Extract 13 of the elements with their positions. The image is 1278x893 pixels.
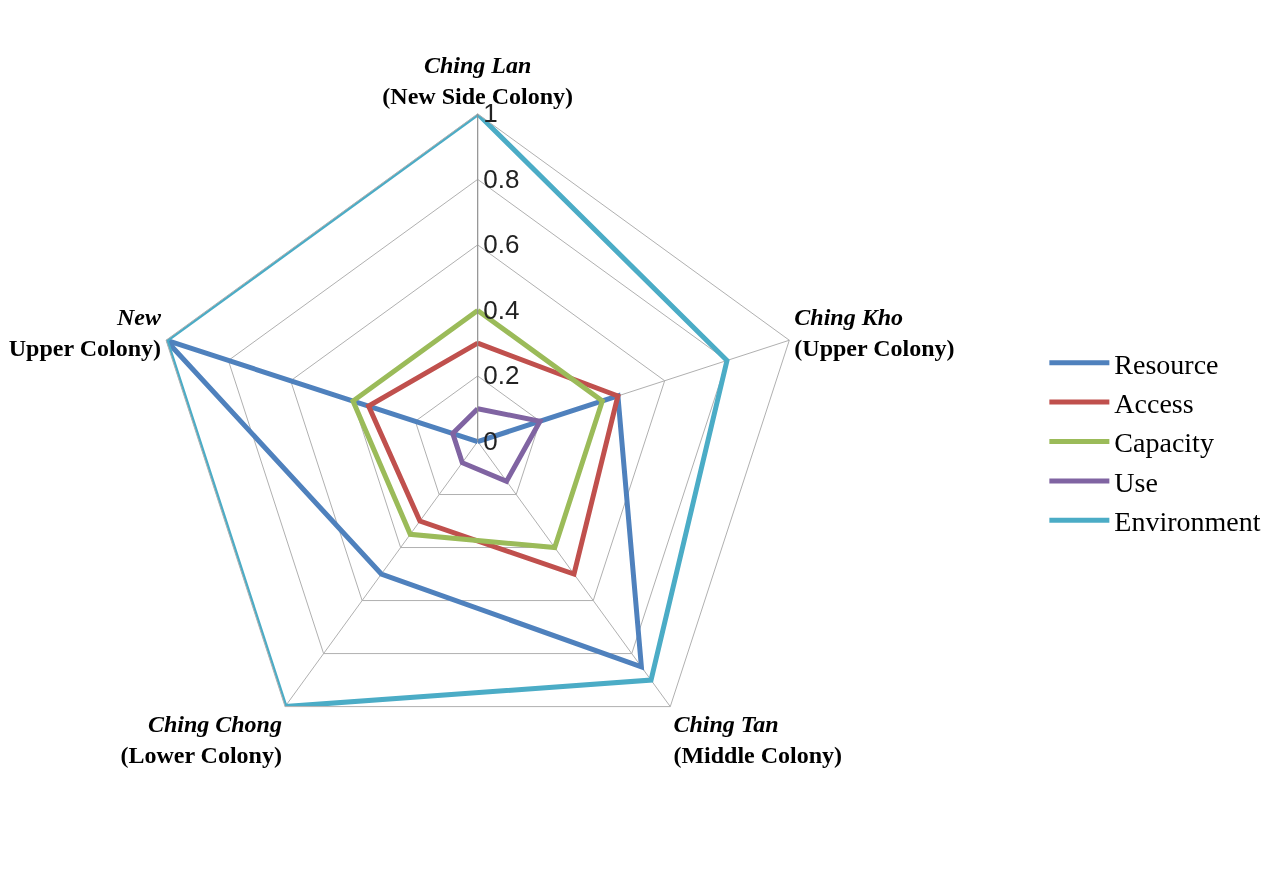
spoke-label: New Upper Colony): [8, 303, 162, 361]
legend-label: Capacity: [1114, 427, 1214, 459]
y-tick-label: 0.4: [483, 294, 520, 325]
y-tick-label: 0.6: [483, 229, 520, 260]
legend-label: Access: [1114, 388, 1194, 420]
y-tick-label: 0.8: [483, 163, 520, 194]
y-tick-label: 0.2: [483, 360, 520, 391]
spoke-label: Ching Chong (Lower Colony): [120, 711, 282, 769]
spoke-label: Ching Tan (Middle Colony): [673, 711, 843, 769]
legend-label: Environment: [1114, 506, 1261, 538]
legend-label: Resource: [1114, 348, 1219, 380]
legend-label: Use: [1114, 466, 1158, 498]
spoke-label: Ching Kho (Upper Colony): [794, 303, 955, 361]
